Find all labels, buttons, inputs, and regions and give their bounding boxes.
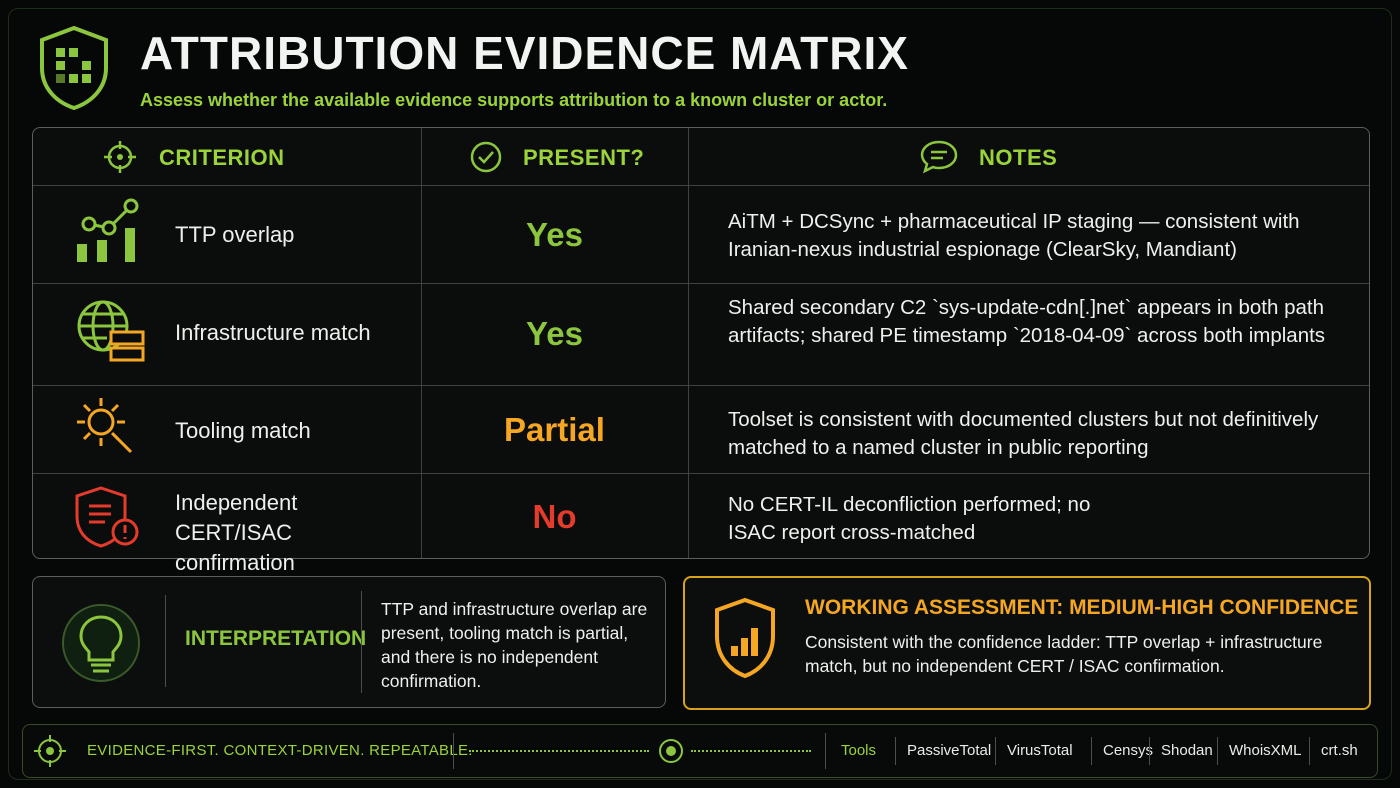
tooling-icon <box>77 398 133 454</box>
decor-node <box>659 739 683 763</box>
tool: VirusTotal <box>1007 742 1073 759</box>
note: Toolset is consistent with documented cl… <box>728 408 1319 459</box>
tool-separator <box>895 737 896 765</box>
col-divider <box>688 128 689 558</box>
note: AiTM + DCSync + pharmaceutical IP stagin… <box>728 210 1300 261</box>
shield-icon <box>40 25 108 111</box>
tool: WhoisXML <box>1229 742 1302 759</box>
footer: EVIDENCE-FIRST. CONTEXT-DRIVEN. REPEATAB… <box>22 724 1378 778</box>
footer-icon <box>34 735 66 767</box>
notes-icon <box>920 140 958 174</box>
divider <box>825 733 826 769</box>
tagline: EVIDENCE-FIRST. CONTEXT-DRIVEN. REPEATAB… <box>87 742 473 759</box>
evidence-table: CRITERION PRESENT? NOTES TTP overlap Yes… <box>32 127 1370 575</box>
title: ATTRIBUTION EVIDENCE MATRIX <box>140 27 909 79</box>
interpretation-label: INTERPRETATION <box>185 627 367 650</box>
row-divider <box>33 473 1369 474</box>
tool-separator <box>1149 737 1150 765</box>
criterion: TTP overlap <box>175 222 295 247</box>
present-value: Yes <box>526 216 583 253</box>
tool: Censys <box>1103 742 1154 759</box>
criterion-icon <box>104 141 136 173</box>
present-value: Yes <box>526 315 583 352</box>
decor-line <box>691 750 811 752</box>
present-value: No <box>532 498 577 535</box>
col-divider <box>421 128 422 558</box>
assessment-title: WORKING ASSESSMENT: MEDIUM-HIGH CONFIDEN… <box>805 596 1359 619</box>
note: Shared secondary C2 `sys-update-cdn[.]ne… <box>728 296 1326 347</box>
criterion: Infrastructure match <box>175 320 371 345</box>
tool: PassiveTotal <box>907 742 992 759</box>
frame <box>8 8 1392 780</box>
subtitle: Assess whether the available evidence su… <box>140 90 888 110</box>
divider <box>453 733 454 769</box>
present-icon <box>470 141 502 173</box>
criterion: Independent CERT/ISAC confirmation <box>175 490 298 575</box>
column-header: NOTES <box>979 145 1058 170</box>
row-divider <box>33 185 1369 186</box>
row-divider <box>33 385 1369 386</box>
tool-separator <box>1217 737 1218 765</box>
present-value: Partial <box>504 411 605 448</box>
decor-line <box>469 750 649 752</box>
assessment-panel: WORKING ASSESSMENT: MEDIUM-HIGH CONFIDEN… <box>683 576 1371 710</box>
confirmation-icon <box>75 486 139 548</box>
column-header: CRITERION <box>159 145 285 170</box>
assessment-icon <box>715 597 775 679</box>
tool-separator <box>1309 737 1310 765</box>
divider <box>165 595 166 687</box>
bulb-icon <box>62 604 140 682</box>
tool-separator <box>995 737 996 765</box>
column-header: PRESENT? <box>523 145 645 170</box>
interpretation-panel: INTERPRETATION TTP and infrastructure ov… <box>32 576 666 708</box>
divider <box>361 591 362 693</box>
tool-separator <box>1091 737 1092 765</box>
assessment-text: Consistent with the confidence ladder: T… <box>805 632 1323 676</box>
ttp-icon <box>77 198 139 262</box>
tools-label: Tools <box>841 742 877 759</box>
interpretation-text: TTP and infrastructure overlap are prese… <box>381 599 648 691</box>
infrastructure-icon <box>77 300 145 362</box>
criterion: Tooling match <box>175 418 311 443</box>
note: No CERT-IL deconfliction performed; no I… <box>728 493 1091 544</box>
tool: crt.sh <box>1321 742 1358 759</box>
tool: Shodan <box>1161 742 1213 759</box>
row-divider <box>33 283 1369 284</box>
